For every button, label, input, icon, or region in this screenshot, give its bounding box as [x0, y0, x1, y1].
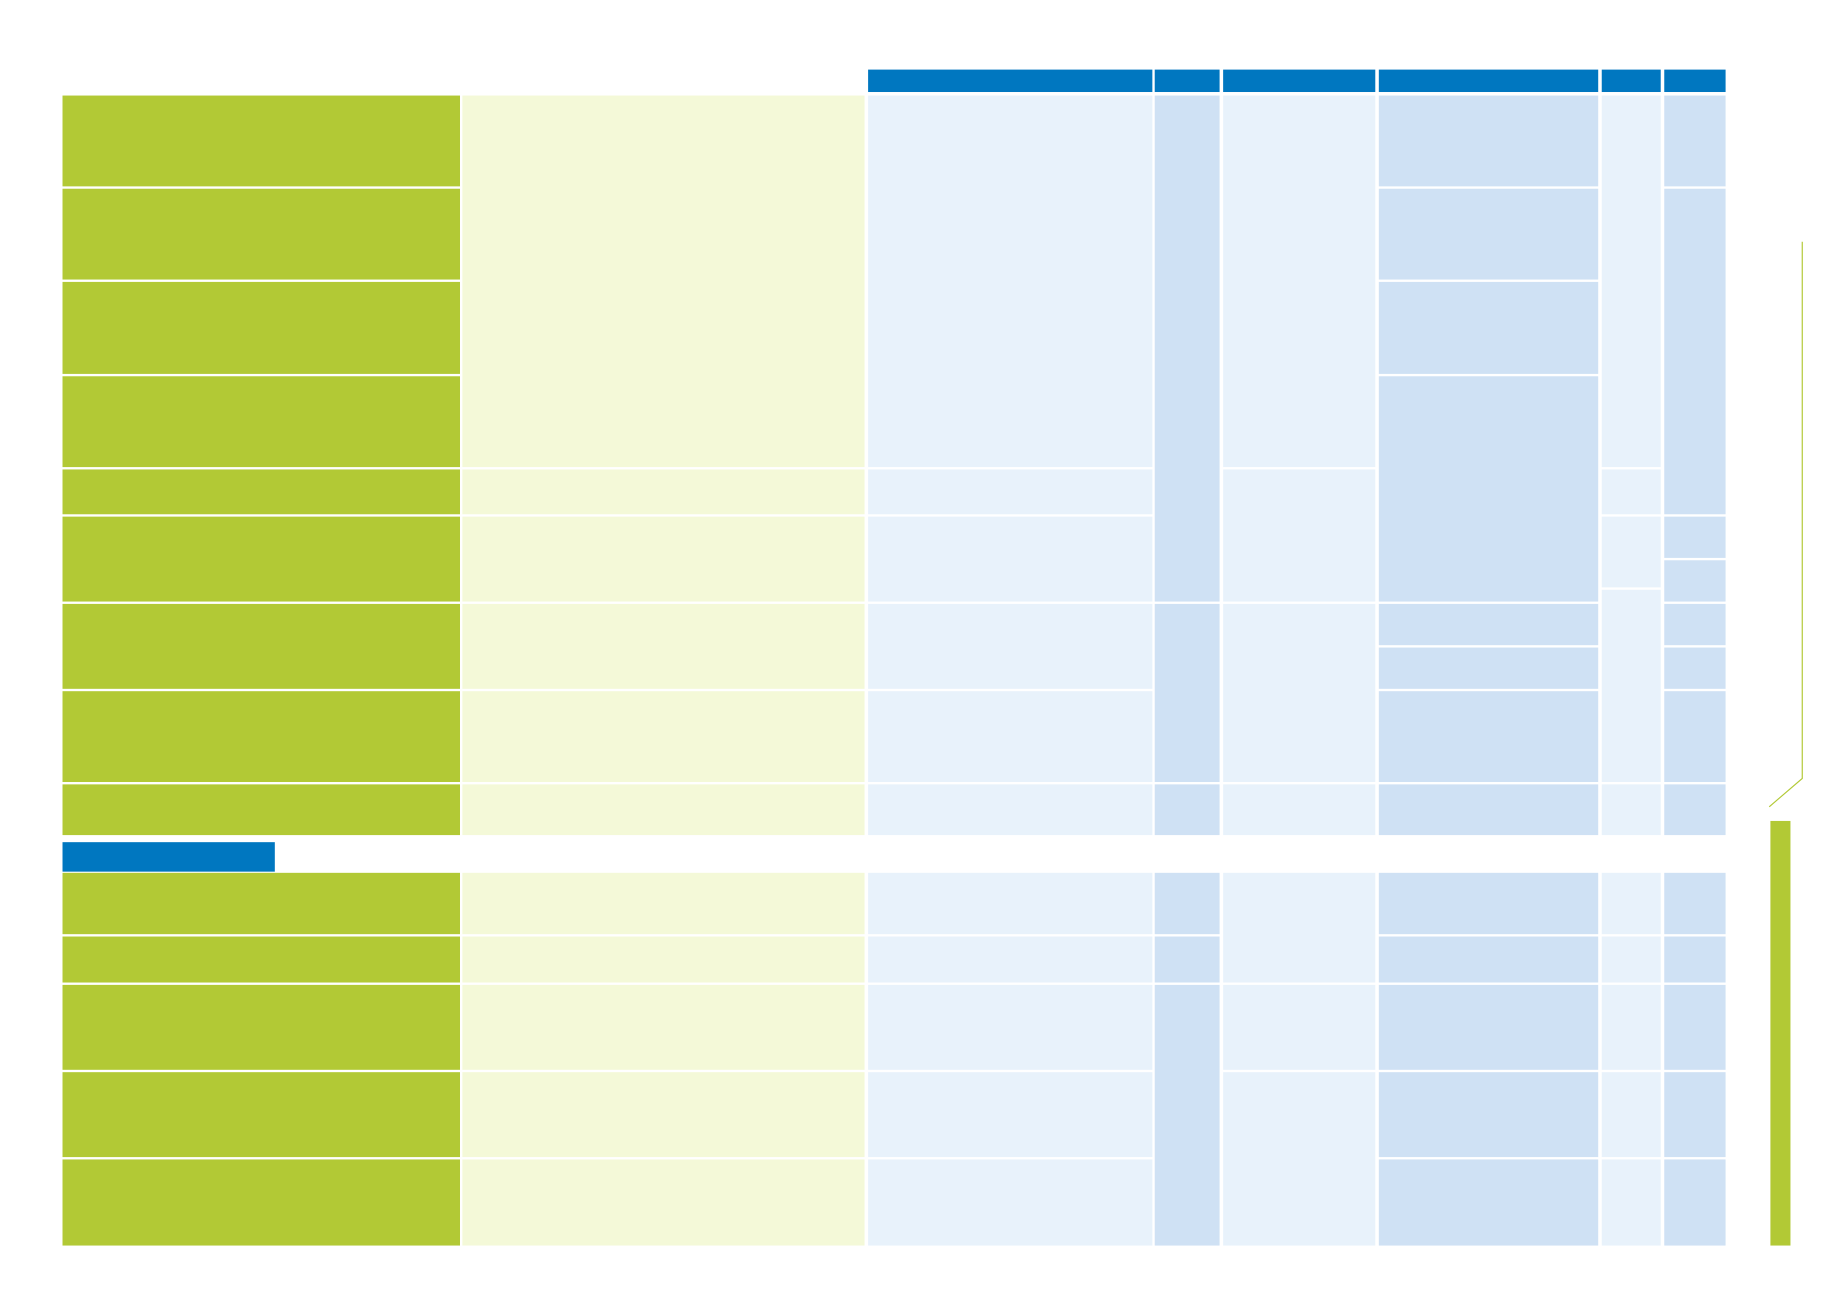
table-cell	[62, 1159, 461, 1246]
table-cell	[462, 516, 865, 602]
table-cell	[1378, 603, 1599, 646]
table-cell	[1378, 936, 1599, 983]
table-cell	[462, 603, 865, 689]
table-cell	[1378, 784, 1599, 836]
table-cell	[62, 95, 461, 187]
table-cell	[868, 936, 1153, 983]
table-cell	[1378, 1072, 1599, 1158]
table-cell	[1223, 984, 1376, 1070]
table-cell	[62, 516, 461, 602]
table-cell	[1601, 872, 1661, 935]
column-header	[1664, 69, 1726, 93]
table-cell	[1601, 516, 1661, 588]
table-cell	[462, 469, 865, 515]
table-cell	[1664, 647, 1726, 689]
table-cell	[1601, 95, 1661, 468]
table-cell	[1664, 936, 1726, 983]
table-cell	[1601, 589, 1661, 783]
table-cell	[1154, 936, 1220, 983]
bracket-line	[1768, 241, 1803, 808]
table-cell	[868, 1159, 1153, 1246]
table-cell	[462, 691, 865, 783]
column-header	[1223, 69, 1376, 93]
table-cell	[1664, 984, 1726, 1070]
table-cell	[1664, 560, 1726, 602]
table-cell	[462, 872, 865, 935]
table-cell	[868, 1072, 1153, 1158]
table-cell	[462, 1159, 865, 1246]
table-cell	[868, 516, 1153, 602]
table-cell	[1664, 1159, 1726, 1246]
table-cell	[1378, 188, 1599, 280]
table-cell	[1378, 95, 1599, 187]
table-cell	[868, 691, 1153, 783]
table-cell	[1378, 691, 1599, 783]
table-cell	[1664, 188, 1726, 515]
table-cell	[1664, 872, 1726, 935]
table-cell	[462, 784, 865, 836]
table-cell	[1664, 603, 1726, 646]
table-cell	[1601, 1072, 1661, 1158]
table-cell	[868, 603, 1153, 689]
column-header	[1378, 69, 1599, 93]
table-cell	[62, 872, 461, 935]
table-cell	[1601, 984, 1661, 1070]
table-cell	[1154, 872, 1220, 935]
table-cell	[868, 984, 1153, 1070]
table-cell	[1154, 784, 1220, 836]
table-cell	[1223, 1072, 1376, 1246]
table-cell	[1601, 469, 1661, 515]
table-cell	[868, 469, 1153, 515]
table-cell	[1601, 936, 1661, 983]
table-cell	[1378, 376, 1599, 602]
table-cell	[1601, 784, 1661, 836]
side-bar	[1770, 820, 1791, 1246]
table-cell	[1378, 1159, 1599, 1246]
column-header	[868, 69, 1153, 93]
table-cell	[1378, 984, 1599, 1070]
table-cell	[62, 984, 461, 1070]
table-cell	[1223, 95, 1376, 468]
table-cell	[1664, 691, 1726, 783]
table-cell	[62, 188, 461, 280]
table-cell	[62, 784, 461, 836]
section-header	[62, 842, 275, 872]
table-cell	[1378, 872, 1599, 935]
table-cell	[1223, 872, 1376, 983]
table-cell	[1664, 1072, 1726, 1158]
table-cell	[868, 95, 1153, 468]
table-cell	[62, 1072, 461, 1158]
table-cell	[1154, 95, 1220, 602]
table-cell	[62, 281, 461, 374]
table-cell	[1378, 647, 1599, 689]
table-cell	[868, 872, 1153, 935]
table-cell	[1601, 1159, 1661, 1246]
table-cell	[1664, 784, 1726, 836]
table-cell	[1378, 281, 1599, 374]
table-cell	[1664, 95, 1726, 187]
table-cell	[868, 784, 1153, 836]
table-cell	[462, 936, 865, 983]
table-cell	[462, 984, 865, 1070]
table-cell	[1223, 784, 1376, 836]
table-cell	[1154, 984, 1220, 1246]
column-header	[1154, 69, 1220, 93]
table-cell	[1154, 603, 1220, 783]
table-cell	[62, 376, 461, 468]
table-cell	[462, 1072, 865, 1158]
table-cell	[1664, 516, 1726, 558]
table-cell	[1223, 469, 1376, 602]
table-cell	[1223, 603, 1376, 783]
table-cell	[62, 936, 461, 983]
table-cell	[462, 95, 865, 468]
column-header	[1601, 69, 1661, 93]
table-cell	[62, 469, 461, 515]
table-cell	[62, 603, 461, 689]
table-cell	[62, 691, 461, 783]
